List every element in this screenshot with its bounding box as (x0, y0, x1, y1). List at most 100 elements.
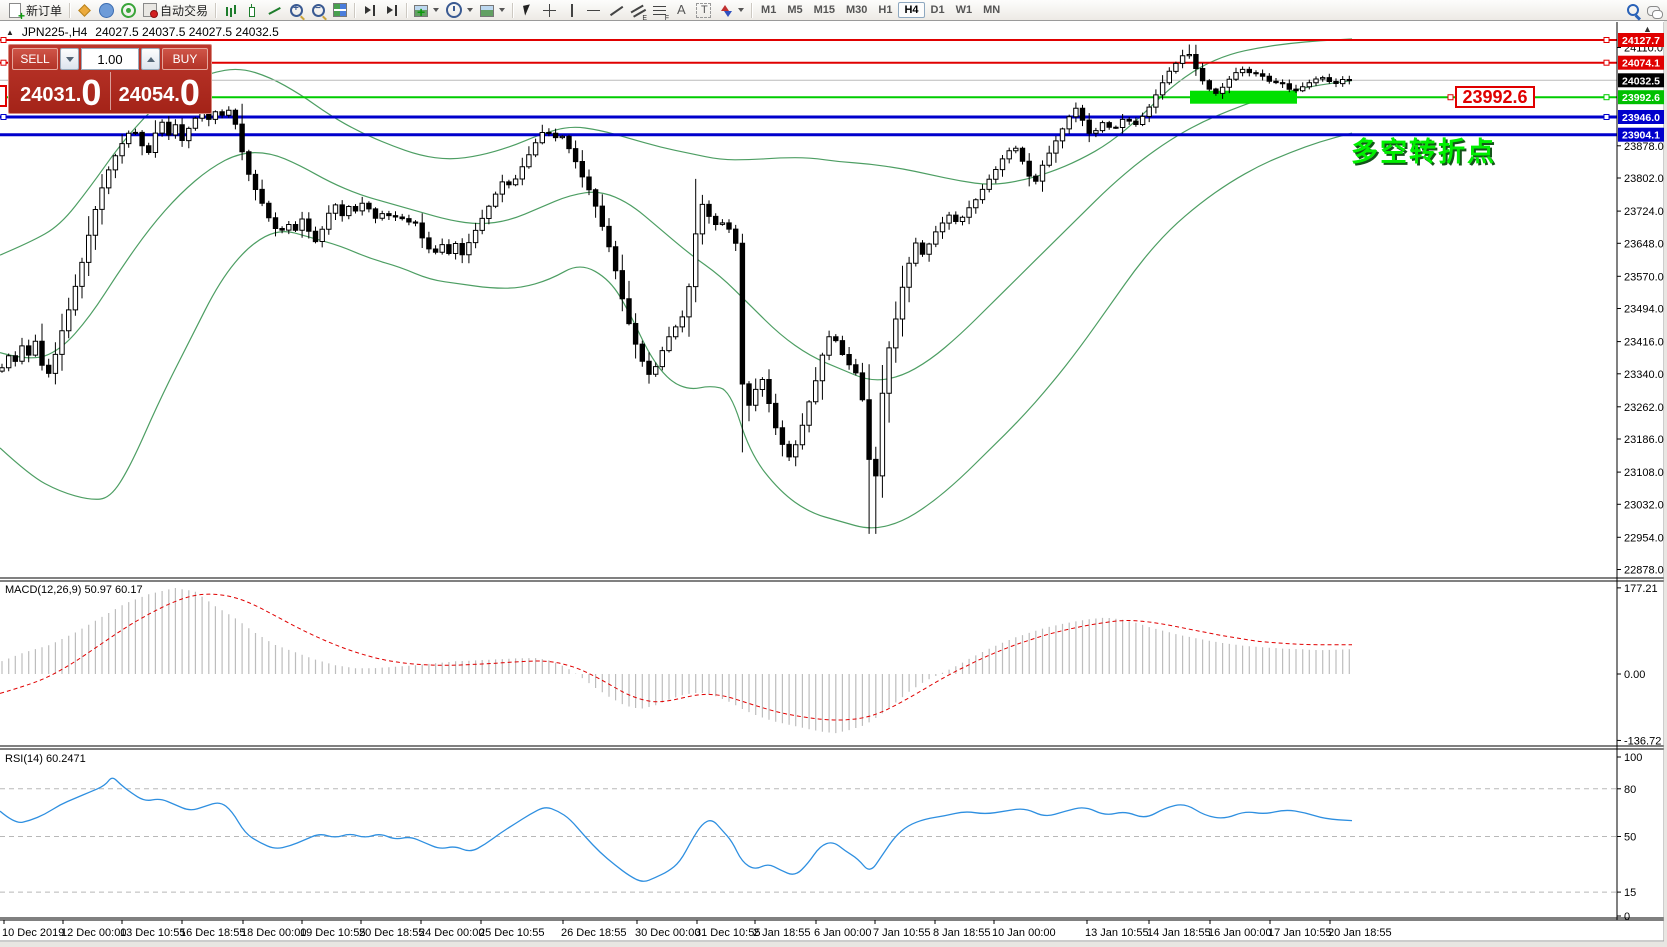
bar-chart-button[interactable] (220, 1, 241, 20)
price-badge (1618, 110, 1664, 124)
new-order-icon (9, 2, 25, 23)
svg-text:23992.6: 23992.6 (1622, 92, 1660, 104)
horizontal-line-tool-button[interactable] (583, 1, 604, 20)
chart-shift-button[interactable] (381, 1, 402, 20)
chat-button[interactable] (1644, 1, 1663, 20)
trendline-tool-button[interactable] (605, 1, 626, 20)
text-label-icon (696, 2, 712, 18)
tf-button-h4[interactable]: H4 (898, 2, 925, 18)
volume-increase-button[interactable] (141, 48, 160, 70)
macd-histogram (1, 588, 1350, 734)
templates-icon (480, 5, 495, 17)
tf-button-w1[interactable]: W1 (955, 4, 973, 16)
tf-button-m5[interactable]: M5 (787, 4, 803, 16)
buy-button[interactable]: BUY (162, 48, 208, 70)
periods-button[interactable] (443, 1, 476, 20)
time-tick: 16 Dec 18:55 (180, 927, 245, 939)
tf-button-m15[interactable]: M15 (813, 4, 835, 16)
equidistant-channel-icon (630, 3, 647, 22)
indicators-button[interactable] (411, 1, 442, 20)
tf-button-d1[interactable]: D1 (930, 4, 945, 16)
sell-button[interactable]: SELL (12, 48, 58, 70)
fibonacci-tool-button[interactable] (649, 1, 670, 22)
candlestick-chart-button[interactable] (242, 1, 263, 20)
text-tool-button[interactable] (671, 1, 692, 20)
time-tick: 14 Jan 18:55 (1147, 927, 1211, 939)
buy-price-button[interactable]: 24054. 0 (109, 72, 209, 113)
price-level-tag[interactable]: 23992.6 (1455, 86, 1535, 108)
time-tick: 17 Jan 10:55 (1268, 927, 1332, 939)
chevron-down-icon (433, 8, 440, 12)
toolbar-separator (354, 2, 356, 18)
zoom-out-icon (312, 3, 326, 17)
profiles-icon (77, 3, 92, 18)
rsi-tick: 0 (1624, 911, 1630, 923)
bear-candles (12, 54, 1352, 477)
rsi-tick: 100 (1624, 752, 1642, 764)
price-tick: 23494.0 (1624, 304, 1664, 316)
tile-windows-button[interactable] (330, 1, 350, 20)
autotrading-button[interactable]: 自动交易 (140, 1, 211, 20)
price-tick: 22878.0 (1624, 565, 1664, 577)
svg-text:24032.5: 24032.5 (1622, 75, 1660, 87)
text-label-tool-button[interactable] (693, 1, 714, 20)
templates-button[interactable] (477, 1, 508, 20)
vertical-line-tool-button[interactable] (561, 1, 582, 20)
zoom-in-button[interactable] (286, 1, 307, 20)
bollinger-middle (0, 80, 1353, 381)
crosshair-tool-button[interactable] (539, 1, 560, 20)
time-tick: 18 Dec 00:00 (241, 927, 306, 939)
candlestick-chart-icon (245, 3, 260, 18)
cursor-tool-button[interactable] (517, 1, 538, 20)
toolbar-separator (751, 2, 753, 18)
price-badge (1618, 33, 1664, 47)
chart-window: 24110.0 23878.0 23802.0 23724.0 23648.0 23570… (0, 21, 1667, 947)
tf-button-mn[interactable]: MN (983, 4, 1001, 16)
profiles-button[interactable] (74, 1, 95, 20)
svg-text:23904.1: 23904.1 (1622, 130, 1660, 142)
search-button[interactable] (1623, 1, 1643, 20)
community-button[interactable] (96, 1, 117, 20)
time-tick: 16 Jan 00:00 (1208, 927, 1272, 939)
new-order-button[interactable]: 新订单 (4, 1, 65, 23)
cursor-icon (520, 3, 535, 18)
fibonacci-icon (652, 3, 669, 22)
time-tick: 10 Jan 00:00 (992, 927, 1056, 939)
sell-price-button[interactable]: 24031. 0 (20, 72, 102, 113)
bar-chart-icon (223, 3, 238, 18)
chart-scroll-up-icon[interactable]: ▲ (1643, 24, 1652, 34)
time-tick: 31 Dec 10:55 (695, 927, 760, 939)
chart-collapse-icon[interactable]: ▲ (6, 27, 14, 37)
signals-button[interactable] (118, 1, 139, 20)
macd-signal-line (0, 593, 1352, 721)
toolbar-separator (406, 2, 408, 18)
rsi-indicator-label: RSI(14) 60.2471 (5, 753, 86, 765)
volume-decrease-button[interactable] (60, 48, 79, 70)
buy-price-pips: 0 (179, 72, 200, 113)
chart-shift-icon (384, 3, 399, 18)
price-tick: 23570.0 (1624, 271, 1664, 283)
channel-tool-button[interactable] (627, 1, 648, 22)
arrows-tool-button[interactable] (715, 1, 747, 20)
autotrading-icon (143, 3, 159, 18)
price-level-tag-left-clipped (0, 85, 7, 107)
line-chart-icon (267, 3, 282, 18)
clock-icon (446, 2, 463, 18)
rsi-tick: 80 (1624, 784, 1636, 796)
horizontal-line-icon (586, 3, 601, 18)
tf-button-m1[interactable]: M1 (761, 4, 777, 16)
price-tick: 23186.0 (1624, 434, 1664, 446)
volume-input[interactable]: 1.00 (81, 48, 139, 70)
scroll-to-end-button[interactable] (359, 1, 380, 20)
time-tick: 25 Dec 10:55 (479, 927, 544, 939)
macd-indicator-label: MACD(12,26,9) 50.97 60.17 (5, 584, 143, 596)
time-tick: 6 Jan 00:00 (814, 927, 872, 939)
line-chart-button[interactable] (264, 1, 285, 20)
chart-canvas: 24110.023878.023802.023724.023648.023570… (0, 22, 1667, 942)
zoom-out-button[interactable] (308, 1, 329, 20)
bull-candles (0, 54, 1346, 477)
tf-button-m30[interactable]: M30 (846, 4, 868, 16)
tf-button-h1[interactable]: H1 (878, 4, 893, 16)
time-tick: 20 Dec 18:55 (359, 927, 424, 939)
price-tick: 23416.0 (1624, 337, 1664, 349)
